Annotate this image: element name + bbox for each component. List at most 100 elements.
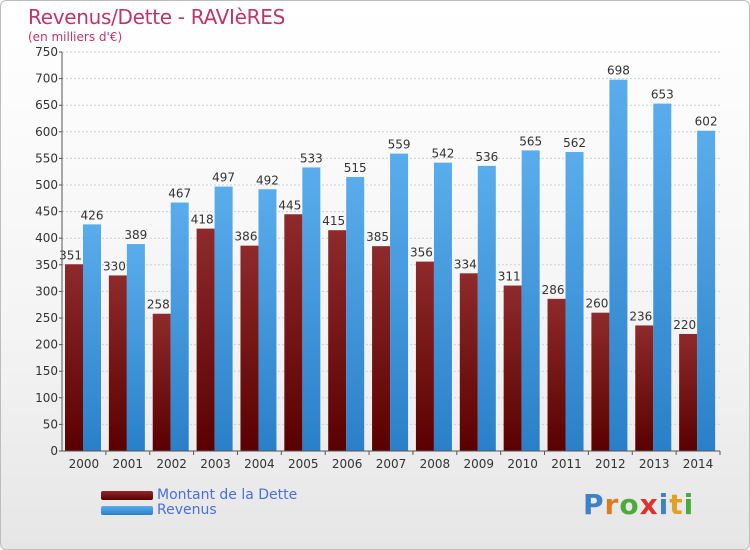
data-label: 286 — [542, 283, 565, 297]
data-label: 602 — [695, 115, 718, 129]
bar-revenus — [390, 153, 409, 451]
x-tick-label: 2009 — [463, 457, 494, 471]
bar-dette — [547, 298, 566, 451]
bar-revenus — [83, 224, 101, 451]
logo-letter: i — [683, 488, 695, 521]
logo-letter: t — [669, 488, 684, 521]
logo-letter: x — [639, 488, 659, 521]
data-label: 536 — [475, 150, 498, 164]
bar-dette — [240, 245, 259, 451]
data-label: 385 — [366, 230, 389, 244]
y-tick-label: 650 — [35, 98, 58, 112]
data-label: 426 — [81, 208, 104, 222]
logo-letter: o — [619, 488, 640, 521]
data-label: 562 — [563, 136, 586, 150]
y-tick-label: 450 — [35, 205, 58, 219]
bar-revenus — [477, 165, 496, 451]
bar-dette — [328, 230, 347, 451]
y-tick-label: 150 — [35, 364, 58, 378]
y-tick-label: 200 — [35, 338, 58, 352]
data-label: 418 — [191, 213, 214, 227]
x-tick-label: 2010 — [507, 457, 538, 471]
bars — [65, 79, 716, 452]
bar-dette — [679, 333, 698, 451]
data-label: 351 — [59, 248, 82, 262]
legend-swatch-revenus — [101, 505, 153, 515]
data-label: 334 — [454, 257, 477, 271]
legend-label-revenus: Revenus — [157, 502, 217, 518]
bar-dette — [503, 285, 522, 451]
bar-revenus — [302, 167, 321, 451]
chart-subtitle: (en milliers d'€) — [28, 30, 123, 44]
bar-dette — [65, 264, 83, 451]
data-label: 330 — [103, 259, 126, 273]
chart-title: Revenus/Dette - RAVIèRES — [28, 5, 285, 29]
bar-revenus — [521, 150, 540, 452]
data-label: 415 — [322, 214, 345, 228]
data-label: 260 — [585, 297, 608, 311]
bar-revenus — [653, 103, 672, 451]
data-label: 220 — [673, 318, 696, 332]
bar-dette — [635, 325, 654, 451]
y-tick-label: 500 — [35, 178, 58, 192]
x-tick-label: 2013 — [639, 457, 670, 471]
data-label: 356 — [410, 246, 433, 260]
y-tick-label: 600 — [35, 125, 58, 139]
data-label: 492 — [256, 173, 279, 187]
y-tick-label: 350 — [35, 258, 58, 272]
data-label: 445 — [278, 198, 301, 212]
data-label: 542 — [431, 147, 454, 161]
bar-dette — [152, 313, 171, 451]
x-tick-label: 2003 — [200, 457, 231, 471]
data-label: 698 — [607, 64, 630, 78]
data-label: 565 — [519, 134, 542, 148]
legend-item-revenus: Revenus — [101, 502, 217, 518]
x-tick-label: 2005 — [288, 457, 319, 471]
x-tick-label: 2001 — [113, 457, 144, 471]
data-label: 258 — [147, 298, 170, 312]
data-label: 559 — [388, 138, 411, 152]
x-tick-label: 2008 — [420, 457, 451, 471]
bar-revenus — [346, 177, 365, 451]
bar-revenus — [433, 162, 452, 451]
y-axis-ticks: 0 50 100 150 200 250 300 350 400 450 500 550 600 650 7… — [35, 45, 62, 458]
bar-dette — [372, 246, 391, 451]
bar-dette — [284, 214, 303, 451]
data-label: 497 — [212, 171, 235, 185]
x-tick-label: 2002 — [156, 457, 187, 471]
bar-revenus — [258, 189, 277, 452]
data-label: 515 — [344, 161, 367, 175]
logo-letter: P — [583, 488, 605, 521]
logo-letter: i — [658, 488, 670, 521]
y-tick-label: 550 — [35, 151, 58, 165]
bar-revenus — [170, 202, 189, 451]
x-tick-label: 2014 — [683, 457, 714, 471]
proxiti-logo: Proxiti — [583, 488, 694, 521]
data-label: 533 — [300, 151, 323, 165]
data-label: 386 — [235, 230, 258, 244]
y-tick-label: 250 — [35, 311, 58, 325]
data-label: 311 — [498, 270, 521, 284]
bar-revenus — [609, 79, 628, 451]
x-tick-label: 2011 — [551, 457, 582, 471]
y-tick-label: 50 — [43, 417, 58, 431]
legend-label-dette: Montant de la Dette — [157, 487, 298, 503]
y-tick-label: 750 — [35, 45, 58, 59]
bar-revenus — [126, 244, 145, 451]
y-tick-label: 400 — [35, 231, 58, 245]
bar-revenus — [697, 130, 716, 451]
x-tick-label: 2006 — [332, 457, 363, 471]
data-label: 236 — [629, 309, 652, 323]
y-tick-label: 0 — [50, 444, 58, 458]
y-tick-label: 300 — [35, 284, 58, 298]
bar-revenus — [565, 152, 584, 452]
data-label: 467 — [168, 187, 191, 201]
legend-item-dette: Montant de la Dette — [101, 487, 297, 503]
y-tick-label: 700 — [35, 72, 58, 86]
bar-dette — [196, 228, 215, 451]
x-tick-label: 2000 — [69, 457, 100, 471]
logo-letter: r — [604, 488, 620, 521]
